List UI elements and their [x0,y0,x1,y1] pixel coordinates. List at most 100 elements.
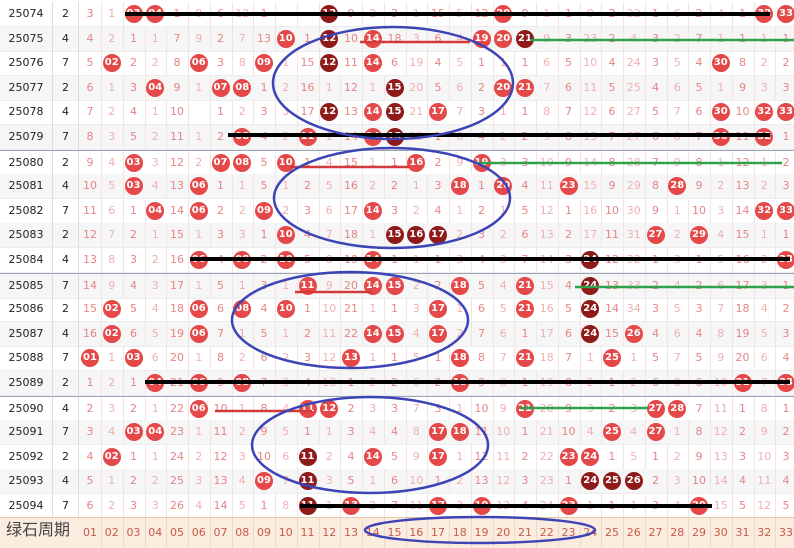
miss-count-cell: 23 [536,469,559,494]
miss-count-cell: 3 [775,174,794,198]
table-row: 25090 4 2 3 2 1 22 06 10 1 8 4 11 12 2 3 3 7 3 1 10 9 21 20 9 3 2 3… [0,395,794,422]
miss-count-cell: 10 [492,420,516,445]
drawn-number-ball: 18 [450,349,469,368]
miss-count-cell: 6 [645,125,668,149]
drawn-number-ball: 15 [385,324,404,343]
number-header-cell: 15 [384,518,407,548]
miss-count-cell: 3 [471,223,494,248]
table-row: 25074 2 3 1 03 04 1 8 6 12 1 12 9 2 3 1 15 5 12 20 9 1 1 8 2 22 1 6… [0,2,794,27]
miss-count-cell: 5 [471,273,494,298]
miss-count-cell: 10 [79,174,102,199]
drawn-number-ball: 15 [385,103,404,122]
miss-count-cell: 9 [253,420,276,445]
number-header-cell: 10 [275,518,298,548]
miss-count-cell: 3 [188,469,211,494]
distance-value: 4 [53,174,79,199]
drawn-number-ball: 11 [298,447,317,466]
drawn-number-ball: 08 [233,251,252,269]
miss-count-cell: 27 [623,125,646,149]
drawn-number-ball: 06 [189,300,208,319]
number-header-cell: 01 [79,518,102,548]
miss-count-cell: 9 [558,150,581,175]
miss-count-cell: 4 [753,297,777,322]
drawn-number-ball: 20 [494,5,513,23]
miss-count-cell: 1 [579,346,603,371]
miss-count-cell: 6 [492,321,516,346]
table-row: 25084 4 13 8 3 2 16 06 4 08 2 10 5 8 19 14 1 1 1 3 4 3 7 14 3 24 1… [0,248,794,273]
table-row: 25094 7 6 2 3 3 26 4 14 5 1 8 11 1 13 2 7 11 17 3 19 13 4 24 23 1… [0,494,794,519]
miss-count-cell: 3 [144,494,168,518]
miss-count-cell: 2 [275,346,298,371]
miss-count-cell: 1 [362,75,385,100]
miss-count-cell: 4 [79,444,102,469]
drawn-number-ball: 21 [516,399,534,418]
miss-count-cell: 13 [340,100,363,125]
drawn-number-ball: 18 [450,276,469,295]
miss-count-cell: 5 [384,444,407,469]
number-header-cell: 29 [688,518,711,548]
drawn-number-ball: 23 [559,447,578,466]
miss-count-cell: 1 [710,26,733,51]
miss-count-cell: 31 [623,223,646,248]
miss-count-cell: 2 [340,396,363,421]
miss-count-cell: 15 [427,2,450,26]
miss-count-cell: 3 [623,396,646,421]
miss-count-cell: 2 [275,75,298,100]
miss-count-cell: 18 [384,26,407,51]
miss-count-cell: 3 [231,223,255,248]
miss-count-cell: 1 [362,150,385,175]
miss-count-cell: 13 [492,494,516,518]
miss-count-cell: 7 [688,125,711,149]
miss-count-cell: 2 [775,151,794,175]
miss-count-cell: 9 [536,125,559,149]
miss-count-cell: 13 [579,125,603,149]
miss-count-cell: 8 [666,125,690,149]
miss-count-cell: 3 [405,26,429,51]
miss-count-cell: 4 [210,248,233,272]
miss-count-cell: 11 [492,444,516,469]
miss-count-cell: 2 [297,321,320,346]
miss-count-cell: 3 [645,26,668,51]
miss-count-cell: 9 [601,174,624,199]
miss-count-cell: 2 [231,346,255,371]
distance-value: 4 [53,396,79,421]
miss-count-cell: 7 [275,469,298,494]
number-header-cell: 32 [753,518,777,548]
miss-count-cell: 1 [645,444,668,469]
miss-count-cell: 1 [405,248,429,272]
miss-count-cell: 17 [732,273,755,298]
miss-count-cell: 15 [601,321,624,346]
miss-count-cell: 8 [688,150,711,175]
number-header-cell: 18 [449,518,472,548]
miss-count-cell: 7 [166,26,189,51]
miss-count-cell: 4 [666,494,690,518]
miss-count-cell: 3 [775,76,794,100]
number-header-cell: 23 [558,518,581,548]
drawn-number-ball: 07 [211,153,230,172]
miss-count-cell: 2 [101,100,124,125]
miss-count-cell: 2 [753,174,777,199]
miss-count-cell: 8 [79,125,102,149]
miss-count-cell: 7 [645,150,668,175]
drawn-number-ball: 18 [450,423,469,442]
miss-count-cell: 5 [753,321,777,346]
miss-count-cell: 12 [166,150,189,175]
miss-count-cell: 9 [536,26,559,51]
miss-count-cell: 7 [318,223,342,248]
miss-count-cell: 3 [79,2,102,26]
miss-count-cell: 3 [449,248,472,272]
miss-count-cell: 4 [275,396,298,421]
miss-count-cell: 3 [645,494,668,518]
drawn-number-ball: 21 [516,29,534,48]
drawn-number-ball: 11 [298,399,317,418]
miss-count-cell: 3 [123,494,146,518]
miss-count-cell: 2 [623,371,646,395]
miss-count-cell: 2 [275,198,298,223]
miss-count-cell: 4 [427,198,450,223]
miss-count-cell: 7 [405,396,429,421]
miss-count-cell: 2 [449,469,472,494]
miss-count-cell: 1 [101,346,124,371]
miss-count-cell: 11 [340,51,363,76]
miss-count-cell: 2 [188,444,211,469]
miss-count-cell: 6 [123,321,146,346]
